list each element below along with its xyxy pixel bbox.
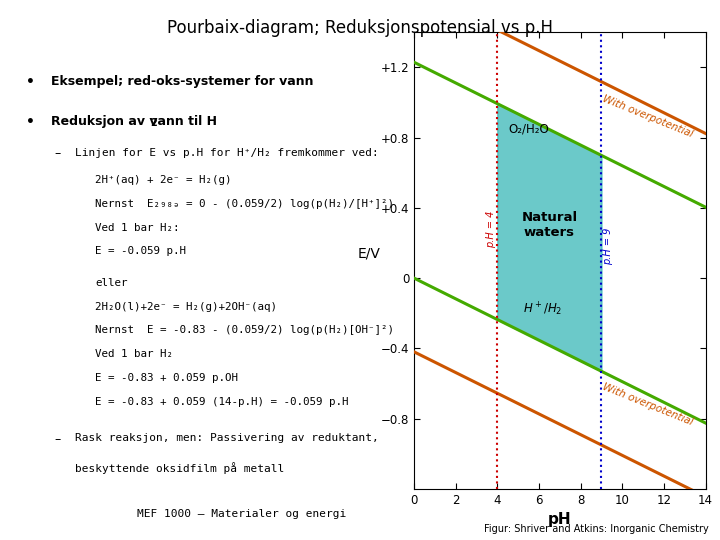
Y-axis label: E/V: E/V — [358, 247, 381, 261]
Text: 2H⁺(aq) + 2e⁻ = H₂(g): 2H⁺(aq) + 2e⁻ = H₂(g) — [95, 175, 232, 185]
Text: E = -0.83 + 0.059 p.OH: E = -0.83 + 0.059 p.OH — [95, 373, 238, 383]
Text: Reduksjon av vann til H: Reduksjon av vann til H — [50, 115, 217, 128]
Text: $H^+/H_2$: $H^+/H_2$ — [523, 301, 563, 319]
Text: Figur: Shriver and Atkins: Inorganic Chemistry: Figur: Shriver and Atkins: Inorganic Che… — [485, 523, 709, 534]
Text: With overpotential: With overpotential — [600, 94, 694, 139]
Text: E = -0.059 p.H: E = -0.059 p.H — [95, 246, 186, 256]
Text: Nernst  E = -0.83 - (0.059/2) log(p(H₂)[OH⁻]²): Nernst E = -0.83 - (0.059/2) log(p(H₂)[O… — [95, 326, 394, 335]
Text: Ved 1 bar H₂: Ved 1 bar H₂ — [95, 349, 173, 359]
X-axis label: pH: pH — [548, 512, 572, 527]
Text: –: – — [55, 433, 61, 446]
Text: Linjen for E vs p.H for H⁺/H₂ fremkommer ved:: Linjen for E vs p.H for H⁺/H₂ fremkommer… — [75, 147, 379, 158]
Text: O₂/H₂O: O₂/H₂O — [508, 123, 549, 136]
Text: With overpotential: With overpotential — [600, 382, 694, 427]
Text: •: • — [27, 76, 35, 90]
Text: beskyttende oksidfilm på metall: beskyttende oksidfilm på metall — [75, 462, 284, 474]
Text: Rask reaksjon, men: Passivering av reduktant,: Rask reaksjon, men: Passivering av reduk… — [75, 433, 379, 443]
Text: Nernst  E₂₉₈ₔ = 0 - (0.059/2) log(p(H₂)/[H⁺]²): Nernst E₂₉₈ₔ = 0 - (0.059/2) log(p(H₂)/[… — [95, 199, 394, 208]
Text: MEF 1000 – Materialer og energi: MEF 1000 – Materialer og energi — [137, 509, 346, 519]
Text: •: • — [27, 115, 35, 129]
Text: eller: eller — [95, 278, 127, 288]
Text: Ved 1 bar H₂:: Ved 1 bar H₂: — [95, 222, 179, 233]
Text: p.H = 9: p.H = 9 — [603, 228, 613, 265]
Text: –: – — [55, 147, 61, 160]
Text: Natural
waters: Natural waters — [521, 212, 577, 239]
Text: 2: 2 — [150, 118, 158, 128]
Text: Pourbaix-diagram; Reduksjonspotensial vs p.H: Pourbaix-diagram; Reduksjonspotensial vs… — [167, 19, 553, 37]
Text: Eksempel; red-oks-systemer for vann: Eksempel; red-oks-systemer for vann — [50, 76, 313, 89]
Text: 2H₂O(l)+2e⁻ = H₂(g)+2OH⁻(aq): 2H₂O(l)+2e⁻ = H₂(g)+2OH⁻(aq) — [95, 301, 277, 312]
Text: E = -0.83 + 0.059 (14-p.H) = -0.059 p.H: E = -0.83 + 0.059 (14-p.H) = -0.059 p.H — [95, 397, 348, 407]
Text: p.H = 4: p.H = 4 — [486, 210, 496, 248]
